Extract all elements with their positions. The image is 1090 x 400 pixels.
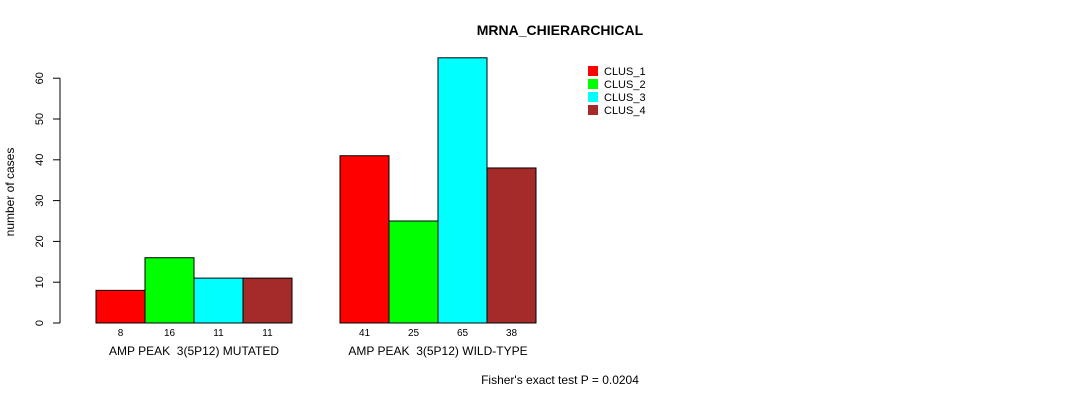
y-tick-label: 50 bbox=[34, 113, 46, 125]
y-tick-label: 30 bbox=[34, 194, 46, 206]
y-tick-label: 20 bbox=[34, 235, 46, 247]
bar-clus-3-group-2 bbox=[437, 57, 488, 324]
bar-clus-4-group-2 bbox=[486, 167, 537, 324]
bar-clus-1-group-1 bbox=[95, 289, 146, 324]
bars bbox=[95, 57, 537, 324]
legend-label: CLUS_3 bbox=[604, 92, 646, 104]
y-axis: 0 10 20 30 40 50 60 bbox=[34, 72, 61, 326]
bar-clus-4-group-1 bbox=[242, 277, 293, 324]
bar-clus-2-group-1 bbox=[144, 257, 195, 324]
y-tick-label: 40 bbox=[34, 154, 46, 166]
fisher-test-footnote: Fisher's exact test P = 0.0204 bbox=[481, 373, 639, 387]
y-tick-label: 10 bbox=[34, 276, 46, 288]
legend-swatch bbox=[588, 66, 598, 76]
legend-label: CLUS_1 bbox=[604, 66, 646, 78]
y-tick-label: 60 bbox=[34, 72, 46, 84]
group-label: AMP PEAK 3(5P12) MUTATED bbox=[109, 344, 279, 358]
bar-clus-3-group-1 bbox=[193, 277, 244, 324]
bar-value-label: 25 bbox=[408, 328, 420, 339]
group-labels: AMP PEAK 3(5P12) MUTATED AMP PEAK 3(5P12)… bbox=[109, 344, 528, 358]
group-label: AMP PEAK 3(5P12) WILD-TYPE bbox=[348, 344, 527, 358]
bar-value-label: 11 bbox=[213, 328, 224, 339]
bar-value-label: 11 bbox=[262, 328, 273, 339]
legend-label: CLUS_2 bbox=[604, 79, 646, 91]
bar-value-label: 38 bbox=[506, 328, 518, 339]
bar-value-label: 41 bbox=[359, 328, 371, 339]
y-axis-label: number of cases bbox=[3, 148, 17, 237]
y-tick-label: 0 bbox=[34, 320, 46, 326]
legend-swatch bbox=[588, 105, 598, 115]
bar-value-label: 65 bbox=[457, 328, 469, 339]
chart-title: MRNA_CHIERARCHICAL bbox=[477, 22, 644, 38]
bar-clus-1-group-2 bbox=[339, 155, 390, 324]
bar-value-label: 8 bbox=[118, 328, 124, 339]
bar-value-labels: 8 16 11 11 41 25 65 38 bbox=[118, 328, 518, 339]
legend-swatch bbox=[588, 92, 598, 102]
bar-value-label: 16 bbox=[164, 328, 176, 339]
legend-swatch bbox=[588, 79, 598, 89]
legend-label: CLUS_4 bbox=[604, 105, 646, 117]
bar-clus-2-group-2 bbox=[388, 220, 439, 324]
